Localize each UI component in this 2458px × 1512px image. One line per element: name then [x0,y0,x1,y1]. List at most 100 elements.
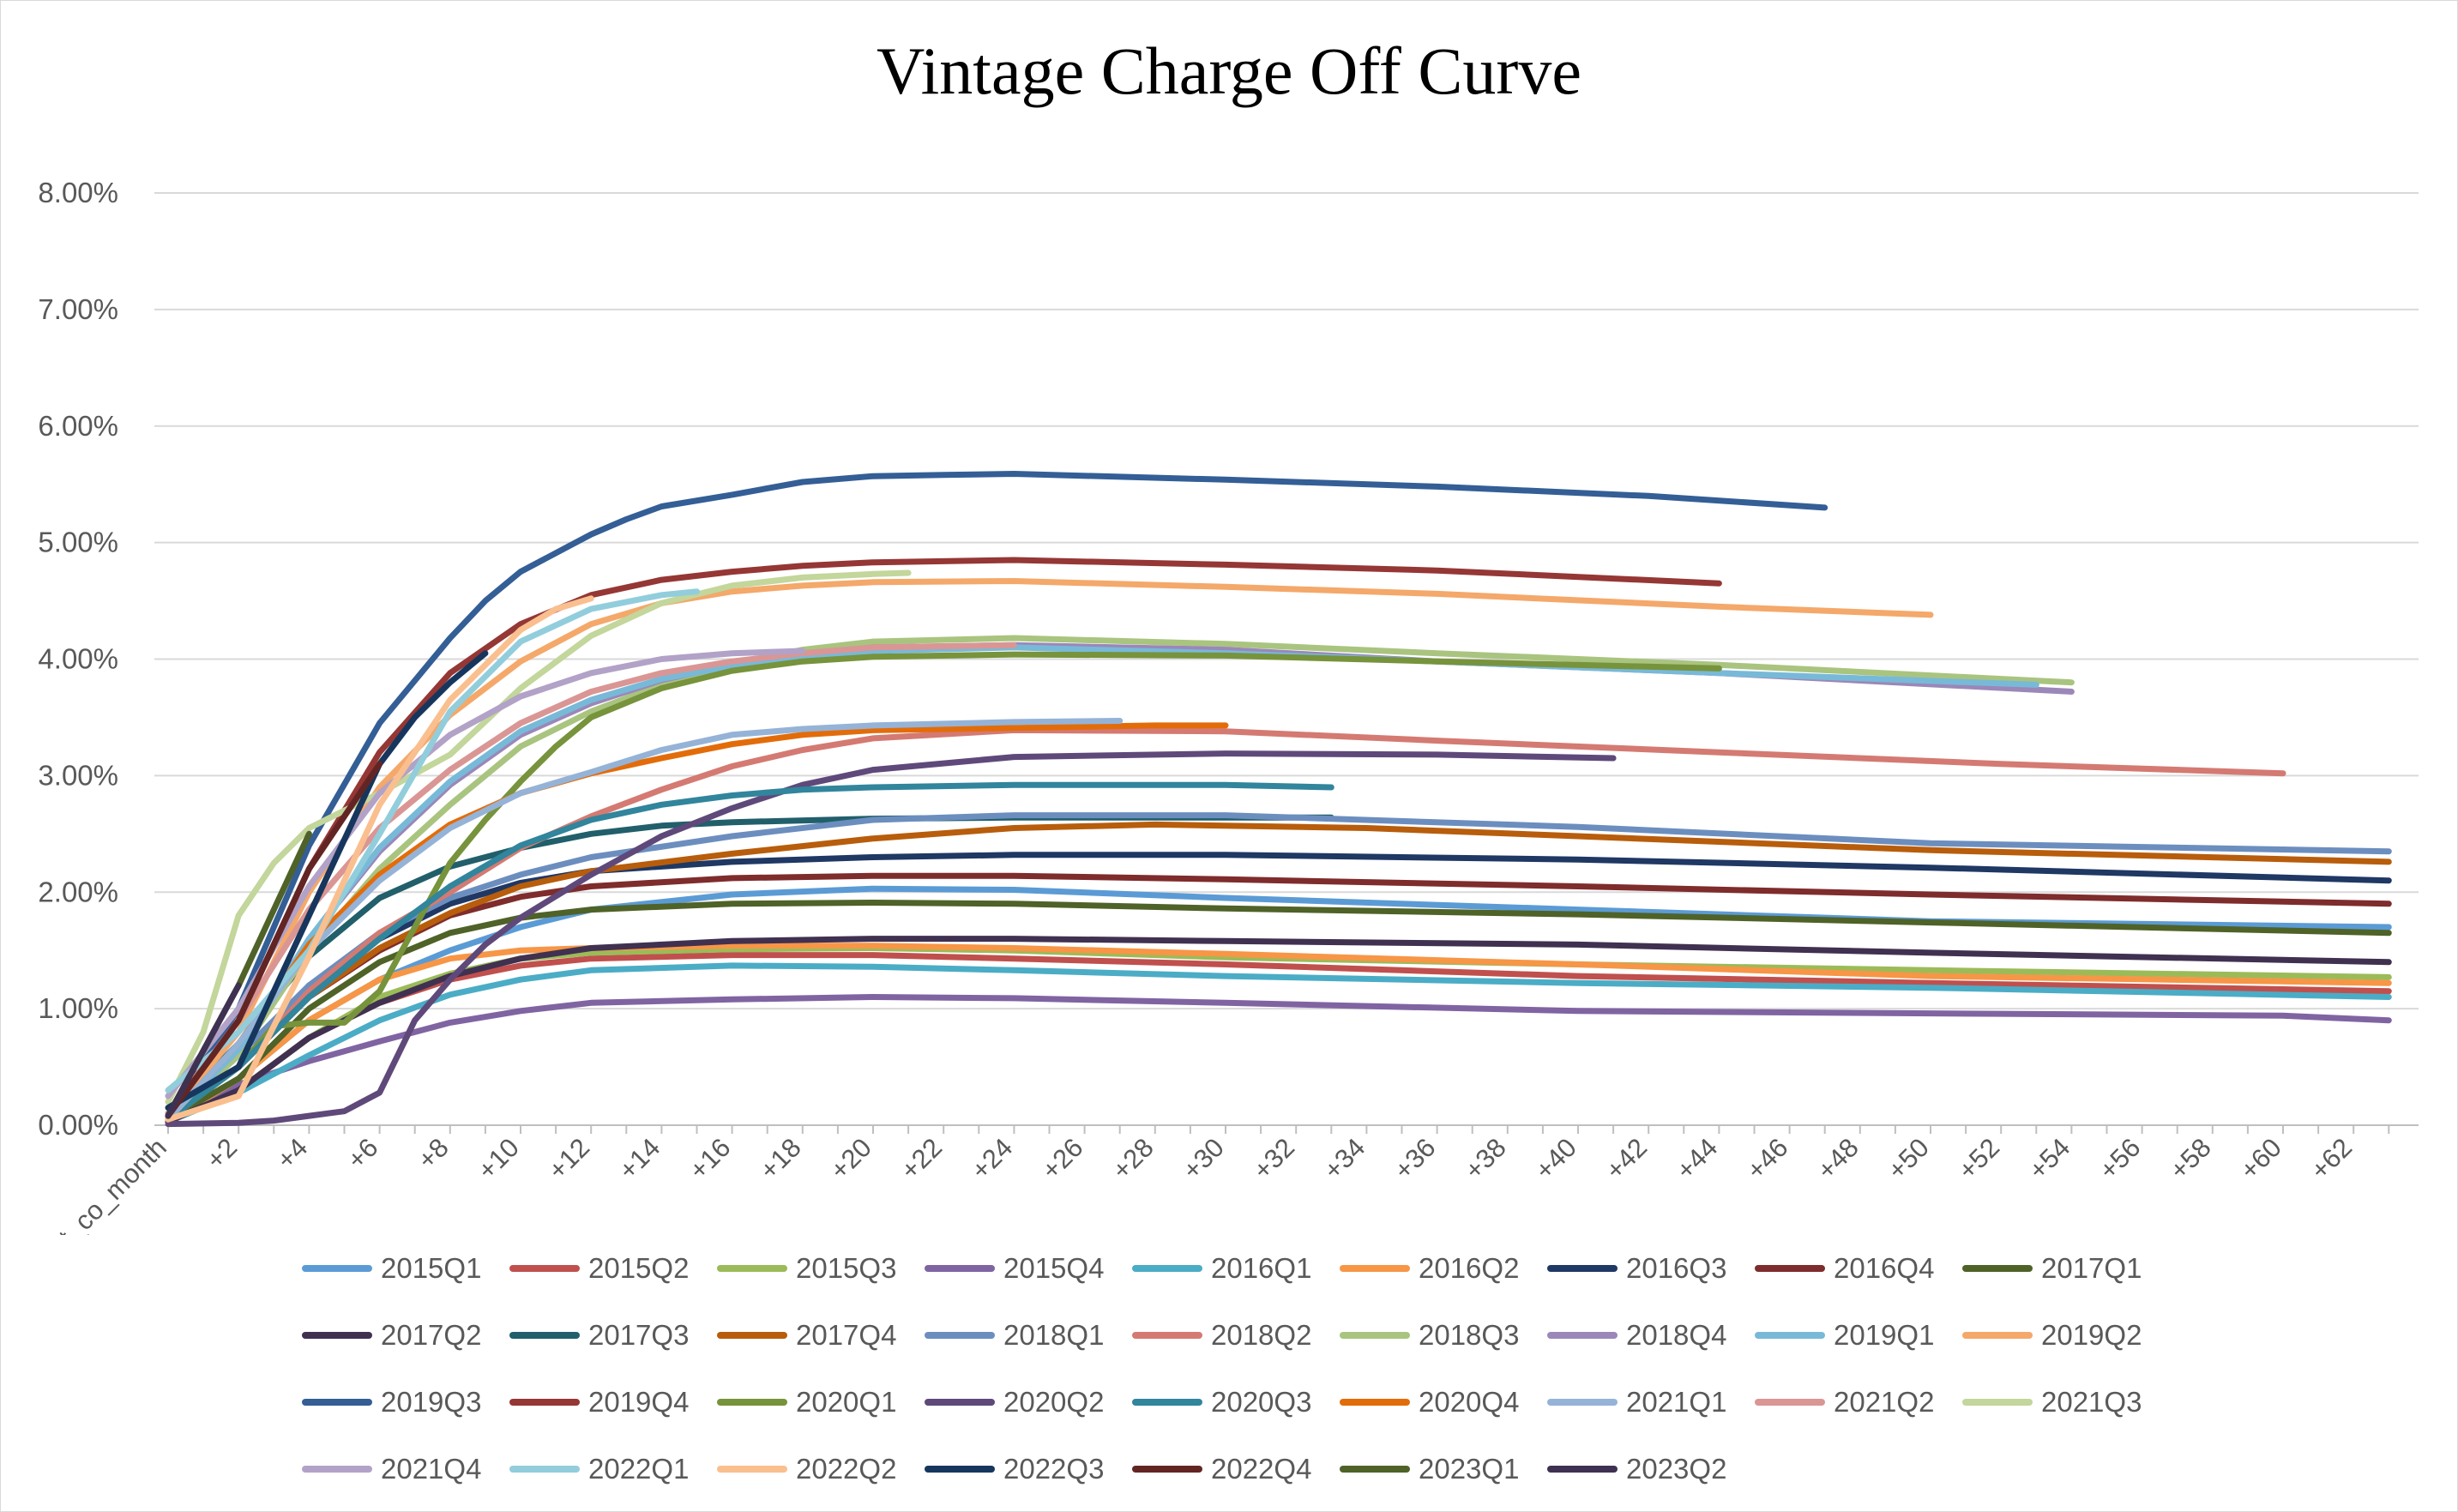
x-tick-label: +24 [965,1132,1018,1185]
legend-label: 2021Q1 [1626,1386,1727,1418]
legend-label: 2023Q2 [1626,1453,1727,1485]
x-tick-label: +30 [1177,1132,1230,1185]
x-tick-label: +28 [1106,1132,1160,1185]
series-line-2021Q2 [165,642,1017,1117]
y-tick-label: 5.00% [38,527,118,558]
legend-label: 2015Q2 [588,1252,690,1284]
legend-item: 2019Q4 [509,1369,689,1436]
y-axis-tick-labels: 0.00% 1.00% 2.00% 3.00% 4.00% 5.00% 6.00% 7.00%… [38,177,118,1141]
legend-swatch [1962,1265,2033,1272]
legend-item: 2023Q2 [1547,1436,1726,1503]
legend-label: 2017Q2 [381,1319,482,1351]
x-tick-label: +52 [1952,1132,2005,1185]
legend-swatch [925,1332,995,1339]
legend: 2015Q1 2015Q2 2015Q3 2015Q4 2016Q1 2016Q2 2016… [302,1235,2232,1503]
x-tick-label: +18 [754,1132,807,1185]
legend-label: 2015Q1 [381,1252,482,1284]
legend-label: 2020Q3 [1211,1386,1312,1418]
series-line-2022Q1 [165,588,700,1093]
x-tick-label: +4 [271,1132,314,1175]
legend-item: 2019Q2 [1962,1302,2142,1369]
legend-label: 2019Q1 [1834,1319,1935,1351]
series-line-2020Q1 [165,651,1722,1123]
legend-swatch [1547,1332,1618,1339]
y-tick-label: 4.00% [38,643,118,675]
legend-item: 2016Q3 [1547,1235,1726,1302]
legend-label: 2020Q4 [1419,1386,1520,1418]
x-tick-label: +60 [2234,1132,2287,1185]
legend-swatch [509,1332,580,1339]
legend-item: 2015Q1 [302,1235,481,1302]
legend-label: 2020Q1 [796,1386,897,1418]
legend-item: 2020Q4 [1340,1369,1519,1436]
legend-swatch [1755,1265,1825,1272]
legend-label: 2019Q2 [2041,1319,2142,1351]
series-line-2020Q3 [165,781,1334,1123]
legend-item: 2018Q3 [1340,1302,1519,1369]
x-tick-label: +46 [1741,1132,1794,1185]
x-tick-label: +40 [1529,1132,1582,1185]
series-line-2022Q2 [165,595,594,1123]
legend-item: 2015Q2 [509,1235,689,1302]
legend-item: 2020Q3 [1132,1369,1311,1436]
x-tick-label: +16 [684,1132,737,1185]
x-tick-label: +14 [612,1132,666,1185]
legend-swatch [302,1265,372,1272]
legend-swatch [717,1466,787,1473]
x-tick-label: +22 [895,1132,948,1185]
legend-label: 2015Q3 [796,1252,897,1284]
legend-label: 2018Q1 [1003,1319,1105,1351]
legend-item: 2017Q3 [509,1302,689,1369]
legend-swatch [717,1399,787,1406]
x-tick-label: +8 [412,1132,455,1175]
y-tick-label: 7.00% [38,293,118,325]
legend-swatch [302,1399,372,1406]
y-tick-label: 8.00% [38,177,118,208]
x-tick-label: +58 [2164,1132,2217,1185]
legend-item: 2022Q2 [717,1436,896,1503]
legend-swatch [717,1332,787,1339]
legend-label: 2022Q4 [1211,1453,1312,1485]
legend-item: 2016Q4 [1755,1235,1934,1302]
legend-swatch [1547,1466,1618,1473]
legend-swatch [1755,1399,1825,1406]
legend-swatch [1755,1332,1825,1339]
legend-swatch [925,1466,995,1473]
x-tick-label: +32 [1247,1132,1300,1185]
legend-label: 2021Q2 [1834,1386,1935,1418]
series-line-2018Q2 [165,726,2286,1117]
legend-item: 2020Q1 [717,1369,896,1436]
y-tick-label: 0.00% [38,1109,118,1141]
legend-item: 2020Q2 [925,1369,1104,1436]
x-tick-label: +2 [200,1132,243,1175]
x-tick-label: +10 [472,1132,525,1185]
x-tick-label: +6 [341,1132,384,1175]
x-axis: 1st_co_month +2 +4 +6 +8 +10 +12 +14 +16 +18 +20 +2… [33,1124,2419,1235]
y-tick-label: 2.00% [38,876,118,907]
legend-label: 2015Q4 [1003,1252,1105,1284]
legend-label: 2019Q3 [381,1386,482,1418]
legend-item: 2019Q3 [302,1369,481,1436]
x-tick-label: +48 [1811,1132,1865,1185]
legend-swatch [509,1399,580,1406]
legend-item: 2018Q2 [1132,1302,1311,1369]
x-tick-label: +36 [1389,1132,1442,1185]
legend-label: 2022Q2 [796,1453,897,1485]
x-tick-label: +12 [542,1132,595,1185]
legend-item: 2017Q1 [1962,1235,2142,1302]
legend-label: 2017Q3 [588,1319,690,1351]
legend-row: 2015Q1 2015Q2 2015Q3 2015Q4 2016Q1 2016Q2 2016… [302,1235,2232,1302]
legend-label: 2019Q4 [588,1386,690,1418]
legend-label: 2021Q3 [2041,1386,2142,1418]
series-line-2016Q1 [165,962,2392,1125]
legend-item: 2018Q1 [925,1302,1104,1369]
legend-swatch [1340,1466,1410,1473]
legend-label: 2017Q4 [796,1319,897,1351]
legend-label: 2021Q4 [381,1453,482,1485]
legend-label: 2016Q4 [1834,1252,1935,1284]
legend-item: 2018Q4 [1547,1302,1726,1369]
series-line-2023Q2 [165,982,242,1119]
legend-row: 2017Q2 2017Q3 2017Q4 2018Q1 2018Q2 2018Q3 2018… [302,1302,2232,1369]
series-lines [165,471,2392,1128]
series-line-2021Q3 [165,569,912,1105]
